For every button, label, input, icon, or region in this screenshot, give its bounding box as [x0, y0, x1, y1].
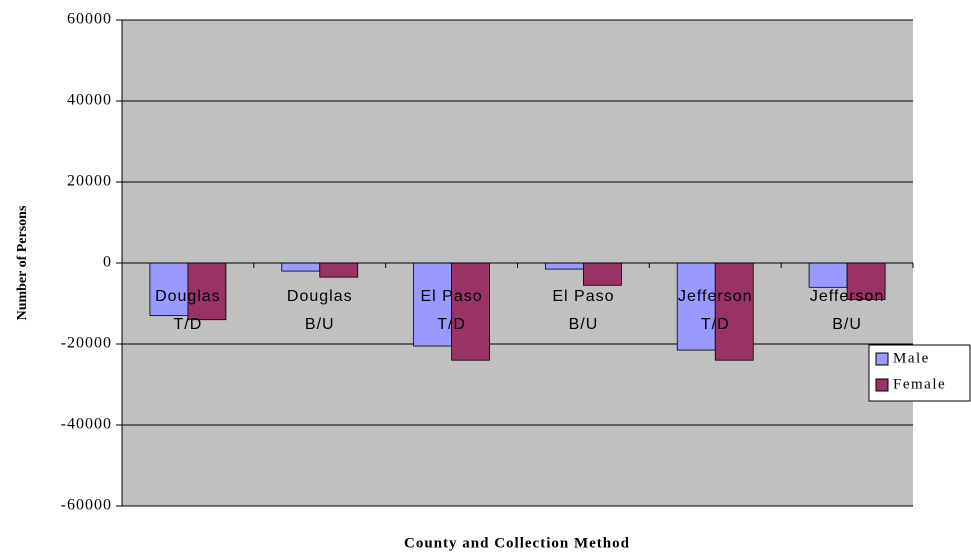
- y-axis-label: Number of Persons: [15, 205, 30, 320]
- bar: [545, 262, 584, 270]
- y-tick-label: 40000: [67, 92, 112, 109]
- legend-label: Female: [893, 376, 946, 392]
- x-tick-label: B/U: [832, 316, 862, 333]
- x-tick-label: El Paso: [421, 288, 483, 305]
- bar: [714, 262, 754, 361]
- x-tick-label: T/D: [437, 316, 466, 333]
- y-tick-label: -60000: [61, 497, 112, 514]
- bar: [846, 262, 886, 300]
- y-tick-label: 60000: [67, 11, 112, 28]
- y-tick-label: 0: [103, 254, 112, 271]
- x-tick-label: Douglas: [155, 288, 221, 305]
- y-tick-label: 20000: [67, 173, 112, 190]
- x-tick-label: B/U: [569, 316, 599, 333]
- x-axis-label: County and Collection Method: [404, 535, 630, 551]
- x-tick-label: T/D: [701, 316, 730, 333]
- x-tick-label: Jefferson: [678, 288, 753, 305]
- x-tick-label: El Paso: [552, 288, 614, 305]
- bar: [676, 262, 716, 351]
- bar: [187, 262, 227, 321]
- x-tick-label: Douglas: [287, 288, 353, 305]
- bar: [281, 262, 321, 272]
- x-tick-label: T/D: [174, 316, 203, 333]
- x-tick-label: B/U: [305, 316, 335, 333]
- bar: [583, 262, 622, 286]
- y-tick-label: -40000: [61, 416, 112, 433]
- legend-swatch: [875, 378, 889, 392]
- bar: [413, 262, 452, 347]
- bar: [808, 262, 848, 288]
- bar: [451, 262, 490, 361]
- legend-label: Male: [893, 350, 930, 366]
- y-tick-label: -20000: [61, 335, 112, 352]
- legend-swatch: [875, 352, 889, 366]
- x-tick-label: Jefferson: [810, 288, 885, 305]
- bar: [319, 262, 359, 278]
